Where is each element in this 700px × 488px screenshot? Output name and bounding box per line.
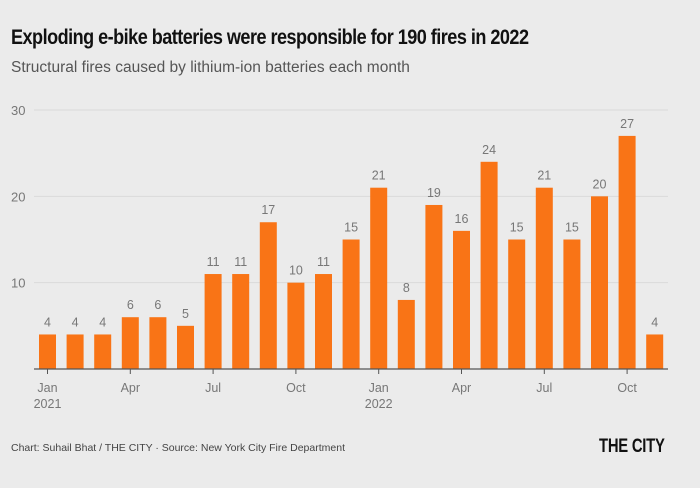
the-city-logo[interactable]: THE CITY	[599, 436, 665, 457]
x-tick-label: Apr	[452, 381, 471, 395]
data-label: 15	[510, 221, 524, 235]
bar	[563, 239, 581, 369]
bars	[39, 135, 664, 369]
x-tick-year-label: 2021	[34, 397, 62, 411]
data-labels: 4 4 4 6 6 5 11 11 17 10 11 15 21 8 19 16 24 15 21 15 20 27 4	[44, 117, 658, 330]
bar	[480, 161, 498, 369]
data-label: 19	[427, 186, 441, 200]
data-label: 6	[127, 298, 134, 312]
bar	[66, 334, 84, 369]
bar	[618, 135, 636, 369]
bar	[315, 274, 332, 369]
chart-subtitle: Structural fires caused by lithium-ion b…	[11, 59, 410, 76]
bar	[591, 196, 608, 369]
y-axis-ticks: 10 20 30	[11, 103, 25, 291]
x-tick-label: Jan	[369, 381, 389, 395]
x-tick-label: Jul	[205, 381, 221, 395]
bar	[508, 239, 526, 369]
x-tick-label: Oct	[286, 381, 306, 395]
data-label: 6	[154, 298, 161, 312]
bar	[259, 222, 277, 369]
data-label: 20	[593, 177, 607, 191]
x-axis: Jan 2021 Apr Jul Oct Jan 2022 Apr Jul Oct	[34, 368, 668, 411]
bar	[94, 334, 112, 369]
data-label: 5	[182, 307, 189, 321]
bar	[232, 274, 250, 369]
x-tick-year-label: 2022	[365, 397, 393, 411]
bar	[425, 204, 443, 369]
y-tick-label: 20	[11, 189, 25, 204]
data-label: 4	[99, 315, 106, 329]
bar	[646, 334, 664, 369]
data-label: 4	[72, 315, 79, 329]
bar	[453, 230, 470, 369]
bar	[397, 299, 415, 369]
bar	[149, 317, 167, 369]
bar	[121, 317, 139, 369]
data-label: 21	[372, 169, 386, 183]
data-label: 17	[261, 203, 275, 217]
data-label: 27	[620, 117, 634, 131]
data-label: 15	[565, 221, 579, 235]
data-label: 4	[651, 315, 658, 329]
x-tick-label: Jan	[37, 381, 57, 395]
source-credit: Chart: Suhail Bhat / THE CITY · Source: …	[11, 442, 345, 454]
y-tick-label: 30	[11, 103, 25, 118]
data-label: 11	[234, 255, 247, 269]
x-tick-label: Apr	[121, 381, 140, 395]
bar	[370, 187, 388, 369]
bar	[342, 239, 360, 369]
data-label: 16	[455, 212, 469, 226]
data-label: 11	[207, 255, 220, 269]
data-label: 15	[344, 221, 358, 235]
bar	[39, 334, 56, 369]
bar	[535, 187, 553, 369]
data-label: 4	[44, 315, 51, 329]
y-tick-label: 10	[11, 276, 25, 291]
bar	[204, 274, 222, 369]
x-tick-label: Jul	[536, 381, 552, 395]
chart-title: Exploding e-bike batteries were responsi…	[11, 26, 529, 49]
bar	[177, 325, 194, 369]
data-label: 10	[289, 264, 303, 278]
data-label: 21	[537, 169, 551, 183]
data-label: 24	[482, 143, 496, 157]
data-label: 11	[317, 255, 330, 269]
x-tick-label: Oct	[617, 381, 637, 395]
bar	[287, 282, 305, 369]
data-label: 8	[403, 281, 410, 295]
